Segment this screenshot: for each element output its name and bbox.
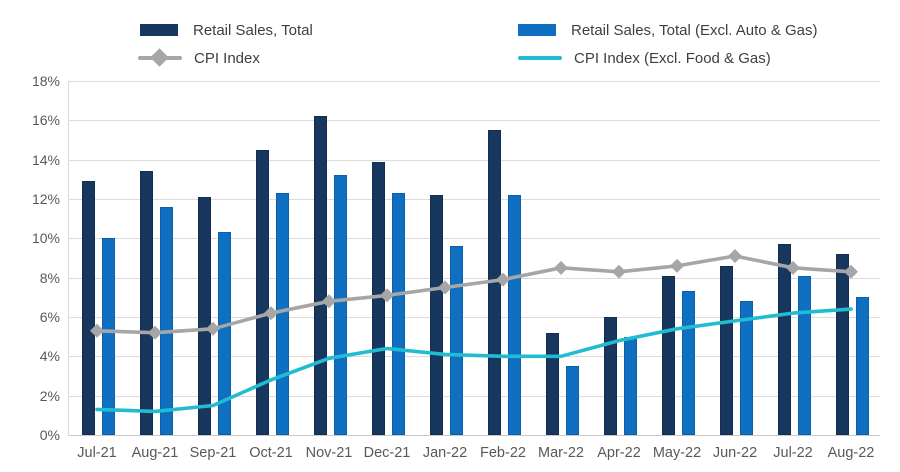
x-axis-label-Nov-21: Nov-21 xyxy=(305,445,353,461)
bar-retail-total-Jul-21 xyxy=(81,181,95,435)
gridline-14% xyxy=(68,159,880,161)
y-axis-label: 0% xyxy=(39,427,60,443)
bar-retail-total-May-22 xyxy=(661,275,675,435)
bar-retail-excl-Jun-22 xyxy=(739,301,753,435)
y-axis-line xyxy=(68,81,69,435)
line-cpi-index xyxy=(95,254,853,335)
bar-retail-total-Aug-21 xyxy=(139,171,153,435)
diamond-marker-May-22 xyxy=(670,258,684,273)
lines-layer xyxy=(90,249,858,414)
legend-swatch-gray-line-diamond-icon xyxy=(138,48,182,67)
bar-retail-total-Apr-22 xyxy=(603,317,617,435)
gridline-8% xyxy=(68,277,880,279)
x-axis-label-Apr-22: Apr-22 xyxy=(597,445,641,461)
bar-retail-total-Jan-22 xyxy=(429,195,443,435)
legend-label: CPI Index xyxy=(194,49,260,67)
bar-retail-excl-Sep-21 xyxy=(217,232,231,435)
gridline-0% xyxy=(68,435,880,436)
x-axis-label-Jul-21: Jul-21 xyxy=(77,445,117,461)
gridline-12% xyxy=(68,199,880,200)
diamond-marker-Nov-21 xyxy=(322,294,336,309)
x-axis-label-May-22: May-22 xyxy=(652,445,702,461)
x-axis-label-Aug-21: Aug-21 xyxy=(131,445,179,461)
line-cpi-core xyxy=(95,307,853,414)
y-axis-label: 12% xyxy=(31,191,60,207)
y-axis-label: 8% xyxy=(39,269,60,286)
diamond-marker-Feb-22 xyxy=(496,272,510,287)
bar-retail-excl-Jul-21 xyxy=(101,238,115,435)
y-axis-label: 10% xyxy=(31,230,60,247)
diamond-marker-Jun-22 xyxy=(728,249,742,264)
bar-retail-total-Dec-21 xyxy=(371,161,385,435)
bar-retail-total-Jul-22 xyxy=(777,244,791,435)
legend-swatch-cyan-line-icon xyxy=(518,50,562,66)
diamond-marker-Dec-21 xyxy=(380,288,394,303)
diamond-marker-Aug-21 xyxy=(148,325,162,340)
legend-item-cpi-core: CPI Index (Excl. Food & Gas) xyxy=(518,47,771,69)
gridline-6% xyxy=(68,317,880,318)
y-axis-label: 14% xyxy=(31,151,60,168)
legend-label: CPI Index (Excl. Food & Gas) xyxy=(574,49,771,67)
bar-retail-total-Mar-22 xyxy=(545,332,559,435)
bar-retail-excl-Nov-21 xyxy=(333,175,347,435)
x-axis-label-Mar-22: Mar-22 xyxy=(538,445,584,461)
bar-retail-excl-Dec-21 xyxy=(391,193,405,435)
x-axis-label-Jun-22: Jun-22 xyxy=(712,445,758,461)
gridline-2% xyxy=(68,395,880,397)
bar-retail-total-Oct-21 xyxy=(255,149,269,435)
legend-swatch-blue-bar-icon xyxy=(518,24,556,36)
y-axis-label: 6% xyxy=(39,309,60,325)
legend-label: Retail Sales, Total (Excl. Auto & Gas) xyxy=(571,21,818,39)
diamond-marker-Jan-22 xyxy=(438,280,452,295)
y-axis-label: 18% xyxy=(31,73,60,89)
bar-retail-total-Jun-22 xyxy=(719,265,733,435)
gridline-16% xyxy=(68,120,880,122)
x-axis-label-Oct-21: Oct-21 xyxy=(249,445,293,461)
x-axis-label-Feb-22: Feb-22 xyxy=(480,445,526,461)
gridline-10% xyxy=(68,238,880,240)
diamond-marker-Sep-21 xyxy=(206,321,220,336)
legend-item-retail-sales-excl: Retail Sales, Total (Excl. Auto & Gas) xyxy=(518,19,818,41)
bar-retail-excl-Apr-22 xyxy=(623,336,637,435)
x-axis-label-Jan-22: Jan-22 xyxy=(422,445,468,461)
diamond-marker-Oct-21 xyxy=(264,306,278,321)
gridline-18% xyxy=(68,81,880,82)
x-axis-label-Aug-22: Aug-22 xyxy=(827,445,875,461)
x-axis-label-Jul-22: Jul-22 xyxy=(773,445,813,461)
bar-retail-excl-Jan-22 xyxy=(449,246,463,435)
legend-label: Retail Sales, Total xyxy=(193,21,313,39)
legend-item-cpi-index: CPI Index xyxy=(138,47,260,69)
bar-retail-excl-Aug-22 xyxy=(855,297,869,435)
y-axis-label: 2% xyxy=(39,387,60,404)
legend-item-retail-sales-total: Retail Sales, Total xyxy=(140,19,313,41)
diamond-marker-Aug-22 xyxy=(844,264,858,279)
x-axis-label-Sep-21: Sep-21 xyxy=(189,445,237,461)
bar-retail-total-Aug-22 xyxy=(835,254,849,435)
y-axis-label: 4% xyxy=(39,348,60,365)
bar-retail-total-Sep-21 xyxy=(197,197,211,435)
bar-retail-excl-Feb-22 xyxy=(507,195,521,435)
bar-retail-excl-Aug-21 xyxy=(159,206,173,435)
bar-retail-total-Nov-21 xyxy=(313,116,327,435)
legend-swatch-dark-bar-icon xyxy=(140,24,178,36)
plot-area xyxy=(68,81,880,436)
diamond-marker-Mar-22 xyxy=(554,260,568,275)
bar-retail-excl-Jul-22 xyxy=(797,275,811,435)
y-axis-label: 16% xyxy=(31,112,60,129)
diamond-marker-Jul-21 xyxy=(90,323,104,338)
x-axis-label-Dec-21: Dec-21 xyxy=(363,445,411,461)
bar-retail-excl-Mar-22 xyxy=(565,366,579,435)
diamond-marker-Jul-22 xyxy=(786,260,800,275)
diamond-marker-Apr-22 xyxy=(612,264,626,279)
